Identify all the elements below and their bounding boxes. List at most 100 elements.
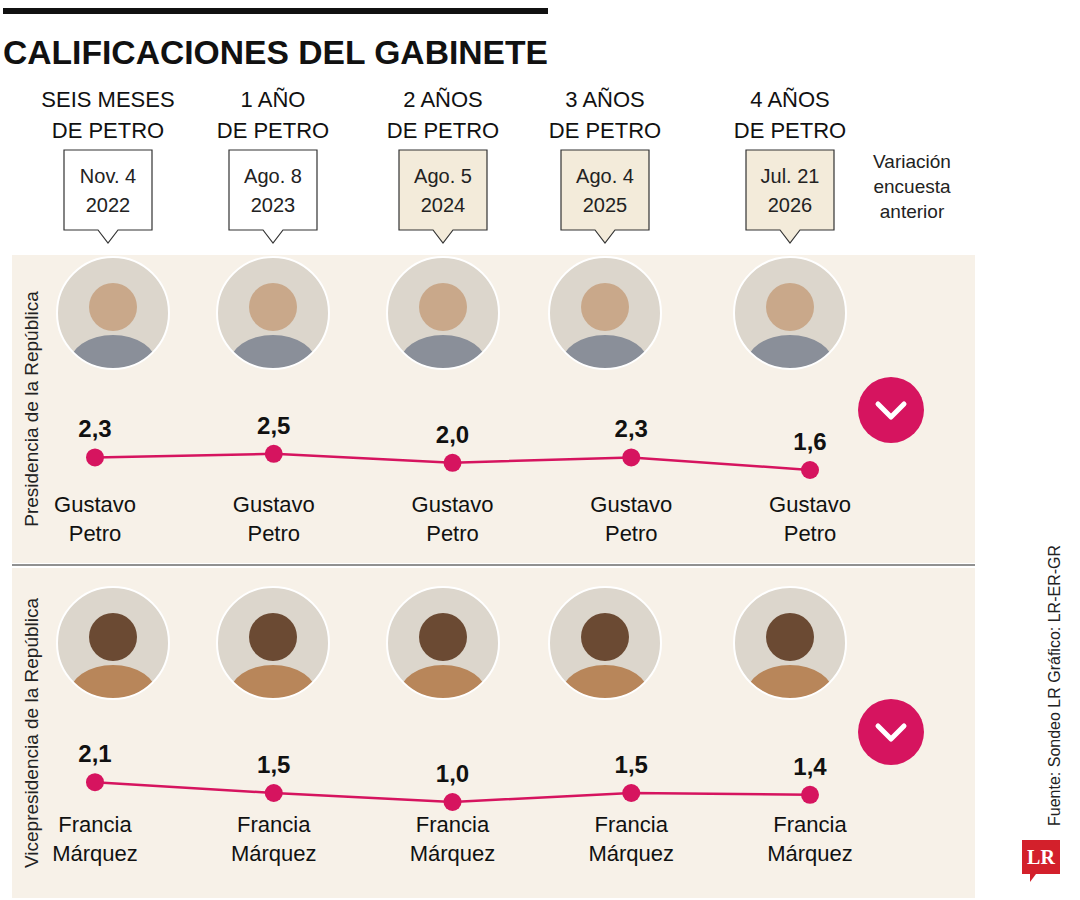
panel: Vicepresidencia de la República2,11,51,0… [12,565,975,898]
photo-head [89,613,137,661]
category-label: Francia Márquez [588,812,674,866]
period-date-line: Ago. 8 [244,165,302,187]
point [86,448,104,466]
category-label: Francia Márquez [231,812,317,866]
panel-separator [12,565,975,566]
point [265,445,283,463]
period-date: Ago. 42025 [576,165,634,216]
variation-indicator [858,699,924,765]
panel-title: Presidencia de la República [21,291,42,527]
data-label: 1,5 [615,751,648,778]
category-label-line: Petro [605,521,658,546]
title: CALIFICACIONES DEL GABINETE [3,33,548,71]
photo [734,257,846,395]
category-label-line: Petro [69,521,122,546]
data-label: 2,3 [78,415,111,442]
date-box [746,150,834,243]
date-box [229,150,317,243]
variation-circle [858,699,924,765]
period-label: 2 AÑOS DE PETRO [387,87,499,143]
photo-head [581,613,629,661]
category-label-line: Francia [237,812,311,837]
variation-arrow [878,404,904,417]
logo: LR [1022,840,1060,882]
period-label-line: DE PETRO [387,118,499,143]
photo-ring [549,257,661,369]
photo [387,257,499,395]
data-label: 1,5 [257,751,290,778]
point [622,784,640,802]
category-label-line: Petro [784,521,837,546]
category-label-line: Francia [595,812,669,837]
photo-ring [387,257,499,369]
source: Fuente: Sondeo LR Gráfico: LR-ER-GR [1046,545,1063,826]
period-label: 4 AÑOSDE PETRO [734,87,846,143]
category-label-line: Márquez [231,841,317,866]
point [86,773,104,791]
photo-shoulders [746,665,834,725]
photo-ring [734,587,846,699]
period-label-line: 2 AÑOS [403,87,482,112]
point [801,786,819,804]
date-box [64,150,152,243]
variation-header-line: anterior [880,201,945,222]
category-label-line: Gustavo [590,492,672,517]
category-label-line: Márquez [52,841,138,866]
category-label: Gustavo Petro [590,492,672,546]
photo-shoulders [561,335,649,395]
data-label: 1,4 [793,753,827,780]
period-label-line: DE PETRO [549,118,661,143]
photo-head [581,283,629,331]
data-label: 1,6 [793,428,826,455]
photo-head [89,283,137,331]
category-label-line: Petro [247,521,300,546]
period-date-line: 2024 [421,194,466,216]
point [622,448,640,466]
data-label: 2,1 [78,740,111,767]
data-label: 2,3 [615,415,648,442]
category-label-line: Márquez [410,841,496,866]
logo-box [1022,840,1060,882]
category-label: Gustavo Petro [54,492,136,546]
data-label: 2,5 [257,412,290,439]
period-label-line: 4 AÑOS [750,87,829,112]
plot-area [86,445,819,479]
variation-header-line: encuesta [873,176,951,197]
period-label-line: DE PETRO [52,118,164,143]
panel-background [12,568,975,898]
panel: Presidencia de la República 2,3 2,5 2,0 2,3 1… [12,255,975,563]
photo-shoulders [746,335,834,395]
category-label-line: Gustavo [54,492,136,517]
photo-ring [387,587,499,699]
period-date-line: Jul. 21 [761,165,820,187]
date-box [399,150,487,243]
category-label: GustavoPetro [233,492,315,546]
photo-ring [549,587,661,699]
category-label: FranciaMárquez [410,812,496,866]
date-box [561,150,649,243]
variation-header: Variación encuesta anterior [873,151,951,222]
category-label-line: Francia [58,812,132,837]
point [444,454,462,472]
category-label-line: Petro [426,521,479,546]
data-label: 1,0 [436,760,469,787]
point [801,461,819,479]
category-label-line: Gustavo [769,492,851,517]
photo-shoulders [399,335,487,395]
period-date-line: 2026 [768,194,813,216]
period-date-line: Ago. 4 [576,165,634,187]
period-date: Nov. 42022 [80,165,136,216]
title-bar [3,8,548,14]
category-label-line: Francia [773,812,847,837]
panel-background [12,255,975,563]
photo-ring [217,587,329,699]
photo-ring [217,257,329,369]
variation-indicator [858,377,924,443]
category-label: Francia Márquez [52,812,138,866]
data-label: 2,0 [436,421,469,448]
photo-shoulders [561,665,649,725]
period-date: Ago. 82023 [244,165,302,216]
category-label-line: Márquez [588,841,674,866]
variation-header-line: Variación [873,151,951,172]
photo [217,257,329,395]
